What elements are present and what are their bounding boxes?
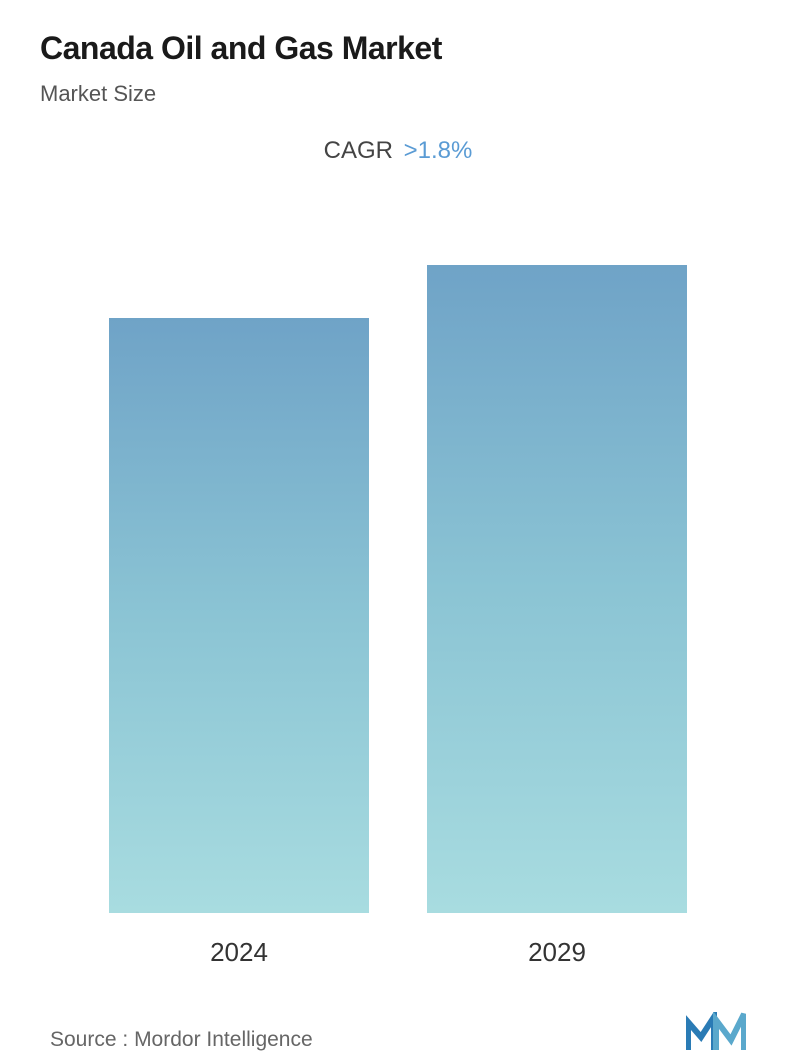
bar-group-0: 2024 [109, 318, 369, 968]
chart-area: 2024 2029 [40, 265, 756, 968]
bar-label-2024: 2024 [210, 937, 268, 968]
bar-label-2029: 2029 [528, 937, 586, 968]
footer: Source : Mordor Intelligence [40, 988, 756, 1062]
bar-group-1: 2029 [427, 265, 687, 968]
chart-subtitle: Market Size [40, 81, 756, 107]
mordor-logo-icon [686, 1012, 746, 1052]
chart-title: Canada Oil and Gas Market [40, 30, 756, 67]
source-label: Source : [50, 1028, 128, 1051]
cagr-label: CAGR [324, 137, 393, 164]
source-value: Mordor Intelligence [134, 1028, 313, 1051]
cagr-row: CAGR >1.8% [40, 137, 756, 165]
cagr-value: >1.8% [404, 137, 473, 164]
bar-2024 [109, 318, 369, 913]
chart-container: Canada Oil and Gas Market Market Size CA… [0, 0, 796, 1034]
source-text: Source : Mordor Intelligence [50, 1028, 313, 1052]
bar-2029 [427, 265, 687, 913]
